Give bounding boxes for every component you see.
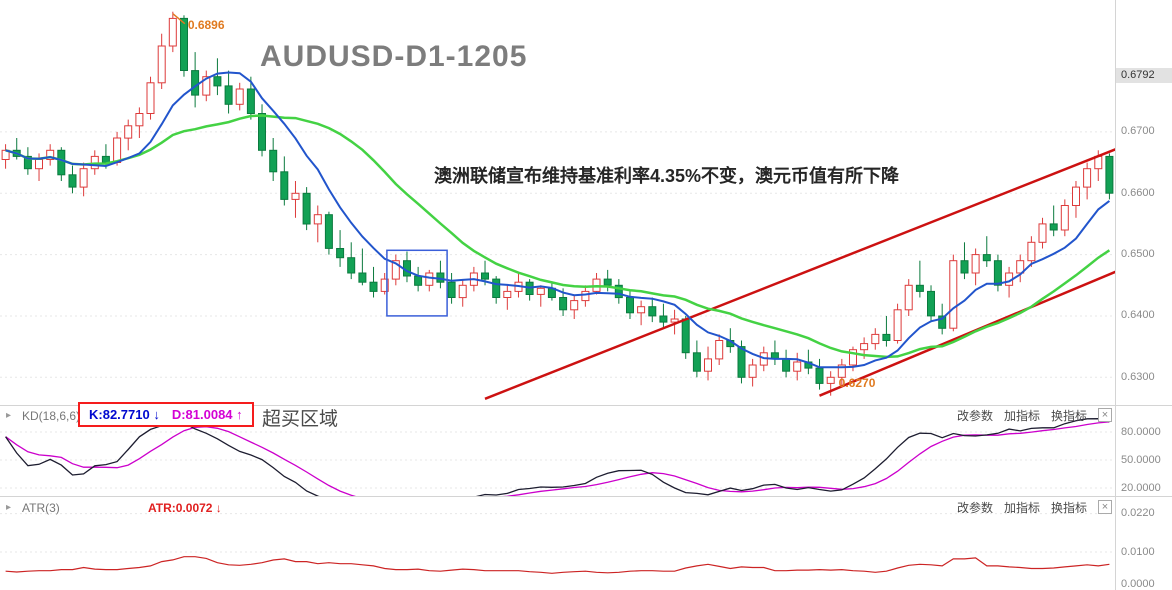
chart-title: AUDUSD-D1-1205 — [260, 40, 528, 73]
atr-axis-label: 0.0100 — [1121, 545, 1155, 558]
atr-collapse-icon[interactable]: ▸ — [6, 502, 12, 513]
low-price-label: 0.6270 — [838, 375, 876, 390]
atr-panel-buttons: 改参数 加指标 换指标 — [957, 500, 1087, 516]
price-axis-label: 0.6300 — [1121, 370, 1155, 383]
atr-indicator-label: ATR(3) — [22, 501, 60, 515]
k-line — [5, 418, 1110, 497]
kd-panel-buttons: 改参数 加指标 换指标 — [957, 408, 1087, 424]
atr-edit-params-button[interactable]: 改参数 — [957, 501, 994, 515]
peak-pointer-line — [172, 13, 186, 25]
price-axis-label: 0.6400 — [1121, 309, 1155, 322]
atr-axis-label: 0.0220 — [1121, 507, 1155, 520]
overbought-zone-label: 超买区域 — [262, 409, 339, 430]
ma-slow-line — [5, 114, 1111, 359]
atr-chart-canvas[interactable] — [0, 497, 1115, 590]
kd-switch-indicator-button[interactable]: 换指标 — [1051, 409, 1088, 423]
peak-price-label: 0.6896 — [187, 17, 225, 32]
ma-fast-line — [5, 71, 1111, 369]
kd-axis-label: 80.0000 — [1121, 425, 1161, 438]
kd-axis-label: 50.0000 — [1121, 453, 1161, 466]
atr-axis-label: 0.0000 — [1121, 577, 1155, 590]
trendline-0 — [484, 148, 1115, 400]
kd-indicator-label: KD(18,6,6) — [22, 409, 81, 423]
price-axis-label: 0.6600 — [1121, 186, 1155, 199]
kd-axis-label: 20.0000 — [1121, 481, 1161, 494]
kd-k-value: K:82.7710 ↓ — [89, 407, 160, 422]
news-annotation: 澳洲联储宣布维持基准利率4.35%不变，澳元币值有所下降 — [434, 166, 900, 186]
kd-d-value: D:81.0084 ↑ — [171, 407, 243, 422]
panel-divider — [0, 405, 1172, 406]
panel-divider — [0, 496, 1172, 497]
atr-close-button[interactable]: × — [1098, 500, 1112, 514]
kd-add-indicator-button[interactable]: 加指标 — [1004, 409, 1041, 423]
kd-edit-params-button[interactable]: 改参数 — [957, 409, 994, 423]
atr-line — [5, 556, 1110, 574]
atr-axis: 0.0220 0.0100 0.0000 — [1116, 497, 1172, 590]
kd-collapse-icon[interactable]: ▸ — [6, 410, 12, 421]
d-line — [5, 421, 1110, 497]
atr-add-indicator-button[interactable]: 加指标 — [1004, 501, 1041, 515]
axis-divider — [1115, 0, 1116, 590]
atr-value-label: ATR:0.0072 ↓ — [148, 501, 222, 515]
main-chart-canvas[interactable] — [0, 0, 1115, 405]
candles-group — [1, 11, 1114, 396]
price-axis-label: 0.6700 — [1121, 125, 1155, 138]
kd-axis: 80.0000 50.0000 20.0000 — [1116, 406, 1172, 497]
current-price-tag: 0.6792 — [1116, 67, 1172, 83]
atr-switch-indicator-button[interactable]: 换指标 — [1051, 501, 1088, 515]
price-axis-label: 0.6500 — [1121, 248, 1155, 261]
kd-values-box: K:82.7710 ↓ D:81.0084 ↑ — [78, 402, 254, 427]
highlight-box — [386, 249, 448, 317]
kd-close-button[interactable]: × — [1098, 408, 1112, 422]
main-price-axis: 0.6792 0.6700 0.6600 0.6500 0.6400 0.6300 — [1116, 0, 1172, 405]
